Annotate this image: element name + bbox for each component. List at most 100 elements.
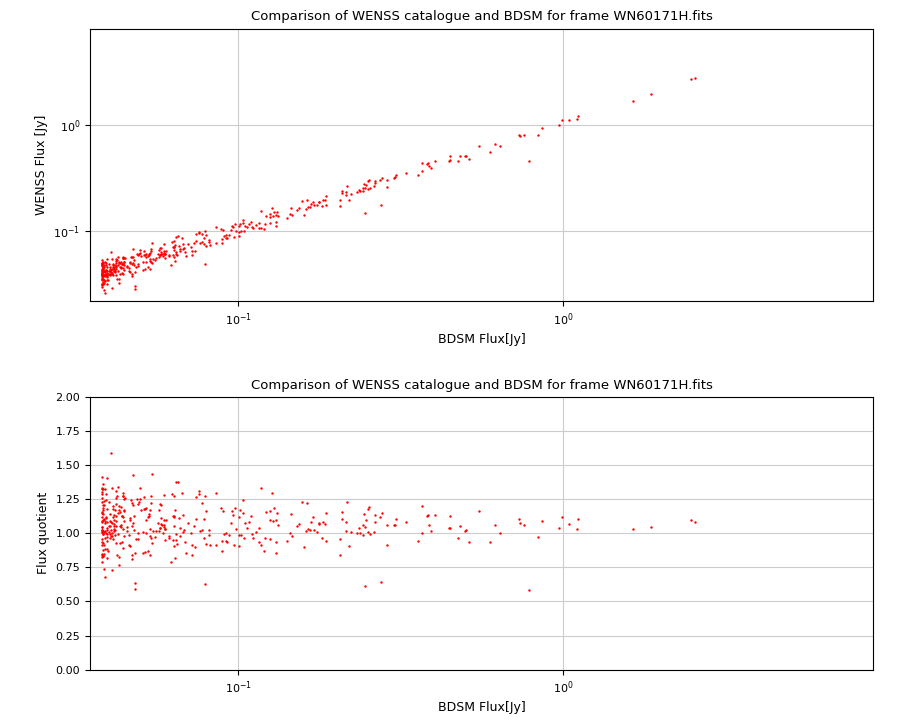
Point	[98, 275, 112, 287]
Point	[140, 261, 155, 273]
Point	[368, 510, 382, 521]
Point	[361, 183, 375, 194]
Point	[226, 510, 240, 521]
Point	[428, 156, 443, 167]
Point	[368, 175, 382, 186]
Point	[522, 585, 536, 596]
Point	[248, 220, 263, 231]
Point	[199, 229, 213, 240]
Point	[231, 511, 246, 523]
Point	[134, 504, 148, 516]
Point	[443, 510, 457, 522]
Point	[96, 538, 111, 549]
Point	[352, 523, 366, 534]
Title: Comparison of WENSS catalogue and BDSM for frame WN60171H.fits: Comparison of WENSS catalogue and BDSM f…	[250, 379, 713, 392]
Point	[263, 514, 277, 526]
Point	[312, 518, 327, 530]
Point	[358, 182, 373, 194]
Point	[108, 253, 122, 265]
Point	[94, 516, 109, 527]
Point	[166, 241, 181, 253]
Point	[198, 490, 212, 502]
Point	[387, 172, 401, 184]
Point	[107, 264, 122, 275]
Point	[387, 519, 401, 531]
Point	[96, 526, 111, 537]
Point	[122, 512, 137, 523]
Point	[143, 533, 157, 544]
Point	[95, 483, 110, 495]
Point	[150, 517, 165, 528]
Point	[104, 530, 119, 541]
Point	[166, 511, 181, 523]
Point	[99, 528, 113, 539]
Point	[158, 523, 172, 535]
Point	[104, 527, 119, 539]
Point	[233, 217, 248, 229]
Point	[238, 220, 252, 232]
Point	[102, 268, 116, 279]
Point	[153, 246, 167, 258]
Point	[268, 220, 283, 232]
Point	[94, 269, 109, 280]
Point	[361, 503, 375, 515]
Point	[300, 194, 314, 206]
Point	[99, 495, 113, 506]
Point	[562, 518, 576, 530]
Point	[94, 524, 109, 536]
Point	[142, 248, 157, 260]
Point	[298, 525, 312, 536]
Point	[531, 531, 545, 543]
Point	[94, 516, 109, 528]
Point	[125, 521, 140, 532]
Point	[107, 266, 122, 277]
Point	[95, 279, 110, 290]
Point	[94, 254, 109, 266]
Point	[194, 228, 209, 240]
Point	[152, 251, 166, 262]
Point	[108, 256, 122, 267]
Point	[116, 511, 130, 523]
Point	[166, 510, 181, 521]
Point	[169, 246, 184, 258]
Point	[458, 150, 473, 161]
Point	[252, 536, 266, 547]
Point	[307, 199, 321, 211]
Point	[185, 249, 200, 261]
Point	[229, 219, 243, 230]
Point	[98, 543, 112, 554]
Point	[96, 526, 111, 537]
Point	[113, 261, 128, 273]
Point	[333, 534, 347, 545]
Point	[256, 545, 271, 557]
Point	[95, 479, 110, 490]
Point	[103, 266, 117, 277]
Point	[110, 274, 124, 285]
Point	[644, 89, 659, 100]
Point	[203, 539, 218, 551]
Point	[170, 476, 184, 487]
Point	[443, 155, 457, 166]
Point	[157, 521, 171, 533]
Point	[353, 527, 367, 539]
Point	[112, 559, 126, 570]
Point	[96, 274, 111, 285]
Point	[192, 488, 206, 500]
Point	[143, 530, 157, 541]
Point	[176, 238, 191, 249]
Point	[98, 271, 112, 282]
Point	[130, 248, 144, 260]
Point	[153, 249, 167, 261]
Point	[158, 535, 172, 546]
Point	[105, 253, 120, 265]
Point	[130, 258, 145, 270]
Point	[117, 259, 131, 271]
Point	[172, 240, 186, 252]
Point	[209, 221, 223, 233]
Point	[104, 261, 118, 273]
Point	[265, 202, 279, 214]
Point	[103, 532, 117, 544]
Point	[97, 495, 112, 506]
Point	[142, 263, 157, 274]
Point	[184, 539, 199, 551]
